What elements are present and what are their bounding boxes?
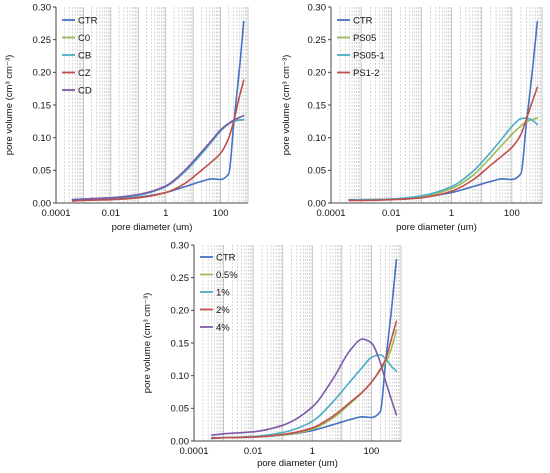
legend-label: 4% xyxy=(216,322,230,333)
legend-label: 0.5% xyxy=(216,270,238,281)
x-tick-label: 0.0001 xyxy=(41,208,70,219)
x-tick-label: 0.01 xyxy=(382,208,401,219)
legend-label: 1% xyxy=(216,287,230,298)
y-tick-label: 0.00 xyxy=(33,198,52,209)
y-tick-label: 0.25 xyxy=(33,35,52,46)
legend: CTR C0 CB CZ CD xyxy=(62,15,98,96)
x-tick-label: 100 xyxy=(504,208,520,219)
chart-panel-3: 0.00 0.05 0.10 0.15 0.20 0.25 0.30 0.0001 0.01 1 1… xyxy=(142,240,402,469)
series-line-4- xyxy=(211,338,398,436)
y-tick-label: 0.30 xyxy=(308,2,327,13)
y-tick-label: 0.20 xyxy=(308,68,327,79)
legend-label: CTR xyxy=(78,15,98,26)
y-tick-label: 0.05 xyxy=(33,166,52,177)
y-axis-label: pore volume (cm³ cm⁻³) xyxy=(142,293,153,394)
series-curves xyxy=(211,258,398,440)
y-tick-label: 0.10 xyxy=(308,133,327,144)
legend-label: CD xyxy=(78,85,92,96)
legend-label: C0 xyxy=(78,33,90,44)
series-line-0-5- xyxy=(211,329,398,440)
x-tick-label: 0.01 xyxy=(244,446,263,457)
y-axis-label: pore volume (cm³ cm⁻³) xyxy=(4,55,15,156)
y-tick-label: 0.00 xyxy=(308,198,327,209)
series-line-ps1-2 xyxy=(348,86,539,202)
y-tick-label: 0.15 xyxy=(171,338,190,349)
legend: CTR PS05 PS05-1 PS1-2 xyxy=(337,15,385,79)
x-tick-label: 1 xyxy=(163,208,168,219)
series-line-cd xyxy=(71,114,245,201)
y-tick-label: 0.25 xyxy=(308,35,327,46)
series-curves xyxy=(71,20,245,202)
y-tick-label: 0.25 xyxy=(171,273,190,284)
legend-label: PS1-2 xyxy=(353,68,379,79)
x-axis-label: pore diameter (um) xyxy=(112,222,193,233)
legend-label: 2% xyxy=(216,305,230,316)
y-tick-label: 0.30 xyxy=(33,2,52,13)
legend-label: CTR xyxy=(353,15,373,26)
legend-label: PS05-1 xyxy=(353,50,385,61)
x-tick-label: 0.0001 xyxy=(179,446,208,457)
y-tick-label: 0.10 xyxy=(171,371,190,382)
x-tick-label: 100 xyxy=(213,208,229,219)
x-axis-label: pore diameter (um) xyxy=(396,222,477,233)
x-tick-label: 0.0001 xyxy=(316,208,345,219)
legend-label: CTR xyxy=(216,252,236,263)
y-axis-label: pore volume (cm³ cm⁻³) xyxy=(281,55,292,156)
series-line-cz xyxy=(71,79,245,202)
y-tick-label: 0.05 xyxy=(308,166,327,177)
chart-panel-1: 0.00 0.05 0.10 0.15 0.20 0.25 0.30 0.0001 0.01 1 1… xyxy=(4,2,249,233)
y-tick-label: 0.20 xyxy=(171,306,190,317)
y-tick-label: 0.00 xyxy=(171,436,190,447)
x-tick-label: 1 xyxy=(310,446,315,457)
legend: CTR 0.5% 1% 2% 4% xyxy=(200,252,238,333)
series-line-2- xyxy=(211,320,398,440)
legend-label: CB xyxy=(78,50,91,61)
y-tick-label: 0.10 xyxy=(33,133,52,144)
y-tick-label: 0.15 xyxy=(33,100,52,111)
chart-panel-2: 0.00 0.05 0.10 0.15 0.20 0.25 0.30 0.0001 0.01 1 1… xyxy=(281,2,543,233)
y-tick-label: 0.05 xyxy=(171,404,190,415)
legend-label: CZ xyxy=(78,68,91,79)
y-tick-label: 0.30 xyxy=(171,240,190,251)
y-tick-label: 0.20 xyxy=(33,68,52,79)
x-tick-label: 0.01 xyxy=(102,208,121,219)
x-tick-label: 1 xyxy=(449,208,454,219)
y-tick-label: 0.15 xyxy=(308,100,327,111)
x-tick-label: 100 xyxy=(363,446,379,457)
series-curves xyxy=(348,20,539,202)
x-axis-label: pore diameter (um) xyxy=(257,458,338,469)
legend-label: PS05 xyxy=(353,33,376,44)
